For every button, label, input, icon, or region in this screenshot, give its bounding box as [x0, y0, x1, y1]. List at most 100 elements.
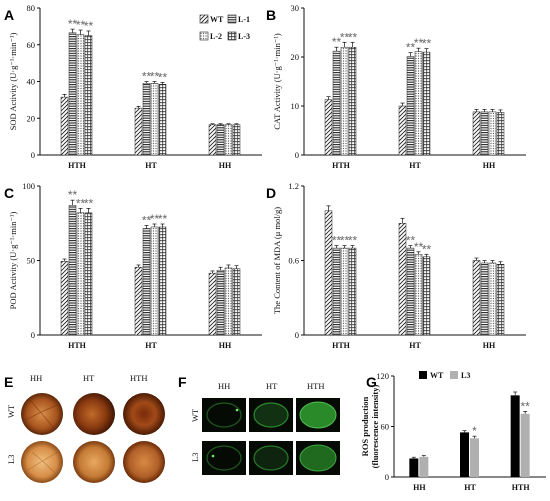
- image-panel-fluorescence: HH HT HTH WT L3: [190, 381, 340, 475]
- bar-l-3-hth: [84, 212, 93, 336]
- significance-mark: **: [340, 30, 350, 44]
- bar-l-2-hth: [76, 212, 85, 336]
- y-tick-label: 60: [381, 422, 390, 432]
- significance-mark: **: [84, 196, 94, 210]
- bar-wt-hth: [510, 395, 520, 477]
- y-axis-label: The Content of MDA (μ mol/g): [272, 207, 282, 314]
- col-label-hh: HH: [218, 381, 230, 391]
- legend-g: WT L3: [419, 371, 470, 380]
- significance-mark: **: [68, 17, 78, 31]
- x-category-hh: HH: [219, 341, 232, 350]
- y-tick-label: 40: [27, 77, 36, 87]
- bar-l-1-ht: [142, 228, 151, 336]
- bar-l-3-ht: [158, 226, 167, 336]
- panel-label-f: F: [178, 374, 187, 390]
- bar-l-3-hth: [348, 247, 357, 336]
- row-label-l3: L3: [6, 455, 16, 464]
- bar-l-2-ht: [414, 51, 423, 156]
- bar-wt-ht: [398, 105, 407, 156]
- legend-label-l3: L-3: [238, 32, 250, 41]
- legend-swatch-wt: [199, 14, 209, 24]
- row-label-wt: WT: [6, 404, 16, 418]
- bar-l-3-hh: [232, 124, 241, 156]
- y-axis-label: ROS production(fluorescence intensity): [360, 385, 380, 469]
- bar-l-1-hh: [216, 124, 225, 156]
- significance-mark: **: [150, 70, 160, 84]
- leaf-disc-wt-hth: [123, 393, 165, 435]
- col-label-ht: HT: [83, 373, 95, 383]
- col-label-ht: HT: [266, 381, 278, 391]
- panel-label-e: E: [4, 374, 13, 390]
- row-label-wt: WT: [190, 408, 200, 422]
- bar-l-2-hh: [224, 267, 233, 336]
- bar-wt-hth: [324, 99, 333, 156]
- x-category-hth: HTH: [332, 341, 351, 350]
- panel-label-c: C: [4, 185, 14, 201]
- significance-mark: **: [332, 234, 342, 248]
- y-tick-label: 60: [27, 40, 36, 50]
- bar-wt-ht: [134, 107, 143, 156]
- panel-label-a: A: [4, 7, 14, 23]
- x-category-ht: HT: [145, 341, 157, 350]
- significance-mark: **: [158, 70, 168, 84]
- bar-l-3-ht: [158, 84, 167, 156]
- y-tick-label: 120: [376, 371, 389, 381]
- significance-mark: **: [348, 234, 358, 248]
- panel-label-d: D: [266, 185, 276, 201]
- leaf-disc-l3-ht: [73, 441, 115, 483]
- bar-l-2-hh: [488, 111, 497, 156]
- bar-wt-hh: [472, 111, 481, 156]
- leaf-disc-l3-hth: [123, 441, 165, 483]
- fluor-image-l3-hh: [202, 441, 246, 475]
- x-category-hth: HTH: [512, 483, 531, 492]
- significance-mark: **: [84, 19, 94, 33]
- y-tick-label: 30: [291, 3, 300, 13]
- bar-l-3-ht: [422, 51, 431, 156]
- legend-label-l3-g: L3: [461, 371, 470, 380]
- legend-swatch-l1: [227, 14, 237, 24]
- legend-label-l1: L-1: [238, 15, 250, 24]
- bar-l-1-hh: [480, 262, 489, 336]
- bar-l-2-ht: [150, 83, 159, 156]
- significance-mark: **: [68, 188, 78, 202]
- y-tick-label: 0: [385, 472, 389, 482]
- x-category-hth: HTH: [68, 341, 87, 350]
- bar-l-3-hh: [496, 112, 505, 156]
- bar-l-2-hth: [340, 247, 349, 336]
- bar-l-1-hth: [68, 32, 77, 156]
- bar-l-3-hh: [232, 268, 241, 336]
- col-label-hh: HH: [30, 373, 42, 383]
- x-category-ht: HT: [464, 483, 476, 492]
- fluor-image-wt-hh: [202, 398, 246, 432]
- legend-swatch-wt-g: [419, 371, 427, 379]
- significance-mark: **: [158, 212, 168, 226]
- bar-l3-hh: [419, 456, 429, 477]
- y-axis-label: SOD Activity (U·g⁻¹·min⁻¹): [8, 33, 18, 131]
- bar-wt-hth: [60, 96, 69, 156]
- bar-l3-ht: [470, 438, 479, 477]
- y-tick-label: 0.6: [288, 256, 299, 266]
- significance-mark: **: [520, 399, 530, 413]
- x-category-hh: HH: [483, 341, 496, 350]
- y-tick-label: 80: [27, 3, 36, 13]
- row-label-l3: L3: [190, 453, 200, 462]
- significance-mark: **: [142, 213, 152, 227]
- bar-l-1-ht: [142, 83, 151, 156]
- bar-wt-hh: [208, 272, 217, 336]
- bar-l-3-hth: [84, 35, 93, 156]
- bar-l-2-hh: [488, 262, 497, 336]
- significance-mark: **: [76, 196, 86, 210]
- bar-l-2-hth: [340, 46, 349, 156]
- y-tick-label: 100: [22, 181, 35, 191]
- x-category-hth: HTH: [332, 161, 351, 170]
- bar-l-3-ht: [422, 256, 431, 336]
- y-axis-label: CAT Activity (U·g⁻¹·min⁻¹): [272, 33, 282, 130]
- bar-l-2-hth: [76, 34, 85, 156]
- panel-label-g: G: [366, 374, 377, 390]
- y-axis-label: POD Activity (U·g⁻¹·min⁻¹): [8, 212, 18, 310]
